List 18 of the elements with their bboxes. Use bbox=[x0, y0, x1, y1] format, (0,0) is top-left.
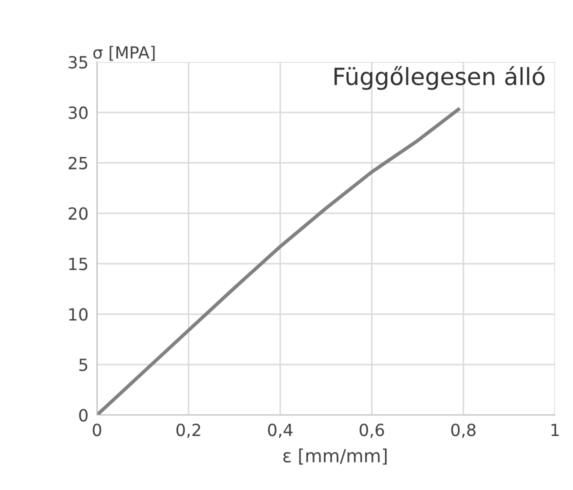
y-tick-label: 0 bbox=[79, 408, 88, 422]
line-series bbox=[97, 108, 460, 415]
y-tick-label: 10 bbox=[69, 308, 88, 321]
y-tick-label: 15 bbox=[69, 258, 88, 270]
y-tick-label: 25 bbox=[68, 156, 88, 170]
x-tick-label: 0,8 bbox=[451, 424, 476, 438]
x-tick-label: 1 bbox=[552, 424, 559, 436]
chart-title: Függőlegesen álló bbox=[334, 66, 545, 90]
y-tick-label: 5 bbox=[79, 358, 88, 372]
x-tick-label: 0 bbox=[92, 424, 102, 436]
x-tick-label: 0,6 bbox=[360, 424, 384, 438]
y-tick-label: 30 bbox=[68, 106, 88, 119]
x-tick-label: 0,2 bbox=[176, 424, 200, 438]
y-axis-title: σ [MPA] bbox=[93, 46, 155, 61]
y-tick-label: 20 bbox=[68, 207, 88, 220]
x-tick-label: 0,4 bbox=[268, 424, 293, 438]
y-tick-label: 35 bbox=[68, 56, 88, 69]
x-axis-title: ε [mm/mm] bbox=[283, 448, 387, 465]
